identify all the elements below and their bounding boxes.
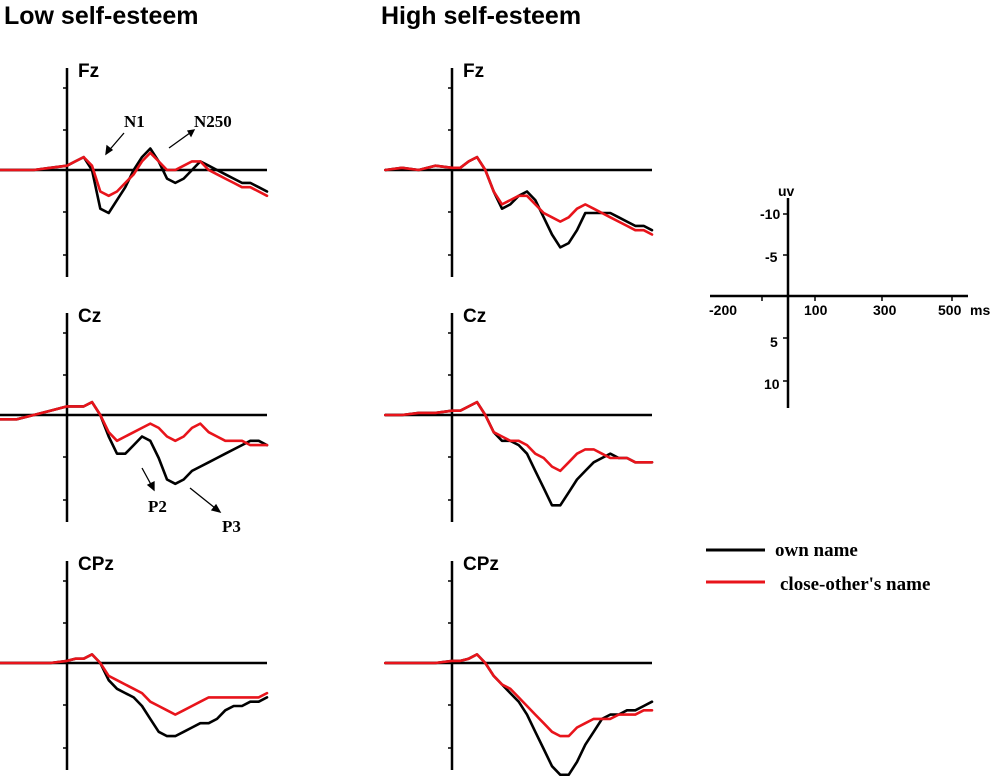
arrow-n1-head (105, 144, 114, 156)
component-label-n250: N250 (194, 112, 232, 131)
scale-ytick-label: -5 (765, 249, 778, 265)
electrode-label: Fz (463, 61, 484, 82)
legend-label-own: own name (775, 540, 858, 561)
scale-xtick-label: 300 (873, 302, 897, 318)
electrode-label: Cz (463, 306, 486, 327)
series-line-own-name (383, 653, 654, 776)
panel-fz-low: Fz (0, 61, 269, 277)
panel-cpz-low: CPz (0, 554, 269, 770)
electrode-label: CPz (78, 554, 114, 575)
series-line-close-other-name (0, 151, 269, 198)
scale-xtick-label: 500 (938, 302, 962, 318)
panel-cpz-high: CPz (383, 554, 654, 776)
scale-unit-x: ms (970, 302, 990, 318)
scale-unit-y: uv (778, 183, 795, 199)
series-line-close-other-name (383, 400, 654, 473)
panel-cz-high: Cz (383, 306, 654, 522)
series-line-own-name (0, 653, 269, 738)
legend-label-close-other: close-other's name (780, 574, 930, 595)
arrow-p3-head (210, 503, 222, 514)
scale-ytick-label: 5 (770, 334, 778, 350)
scale-ytick-label: -10 (760, 206, 780, 222)
component-annotations: N1 N250 P2 P3 (105, 112, 241, 536)
component-label-n1: N1 (124, 112, 145, 131)
series-line-close-other-name (0, 653, 269, 716)
series-line-close-other-name (0, 400, 269, 447)
scale-ytick-label: 10 (764, 376, 780, 392)
scale-xtick-label: -200 (709, 302, 737, 318)
scale-xtick-label: 100 (804, 302, 828, 318)
group-title-high: High self-esteem (381, 2, 582, 30)
series-line-own-name (383, 400, 654, 507)
component-label-p3: P3 (222, 517, 241, 536)
series-line-close-other-name (383, 155, 654, 236)
scale-axes: uv ms -10 -5 5 10 -200 100 300 500 (709, 183, 990, 408)
component-label-p2: P2 (148, 497, 167, 516)
electrode-label: Cz (78, 306, 101, 327)
arrow-n250-head (186, 129, 196, 138)
group-title-low: Low self-esteem (4, 2, 199, 30)
series-line-close-other-name (383, 653, 654, 738)
legend: own name close-other's name (706, 540, 930, 595)
electrode-label: CPz (463, 554, 499, 575)
panel-cz-low: Cz (0, 306, 269, 522)
electrode-label: Fz (78, 61, 99, 82)
panel-fz-high: Fz (383, 61, 654, 277)
erp-panels: Fz Cz CPz Fz Cz CPz (0, 61, 654, 776)
arrow-p2-head (146, 480, 155, 492)
